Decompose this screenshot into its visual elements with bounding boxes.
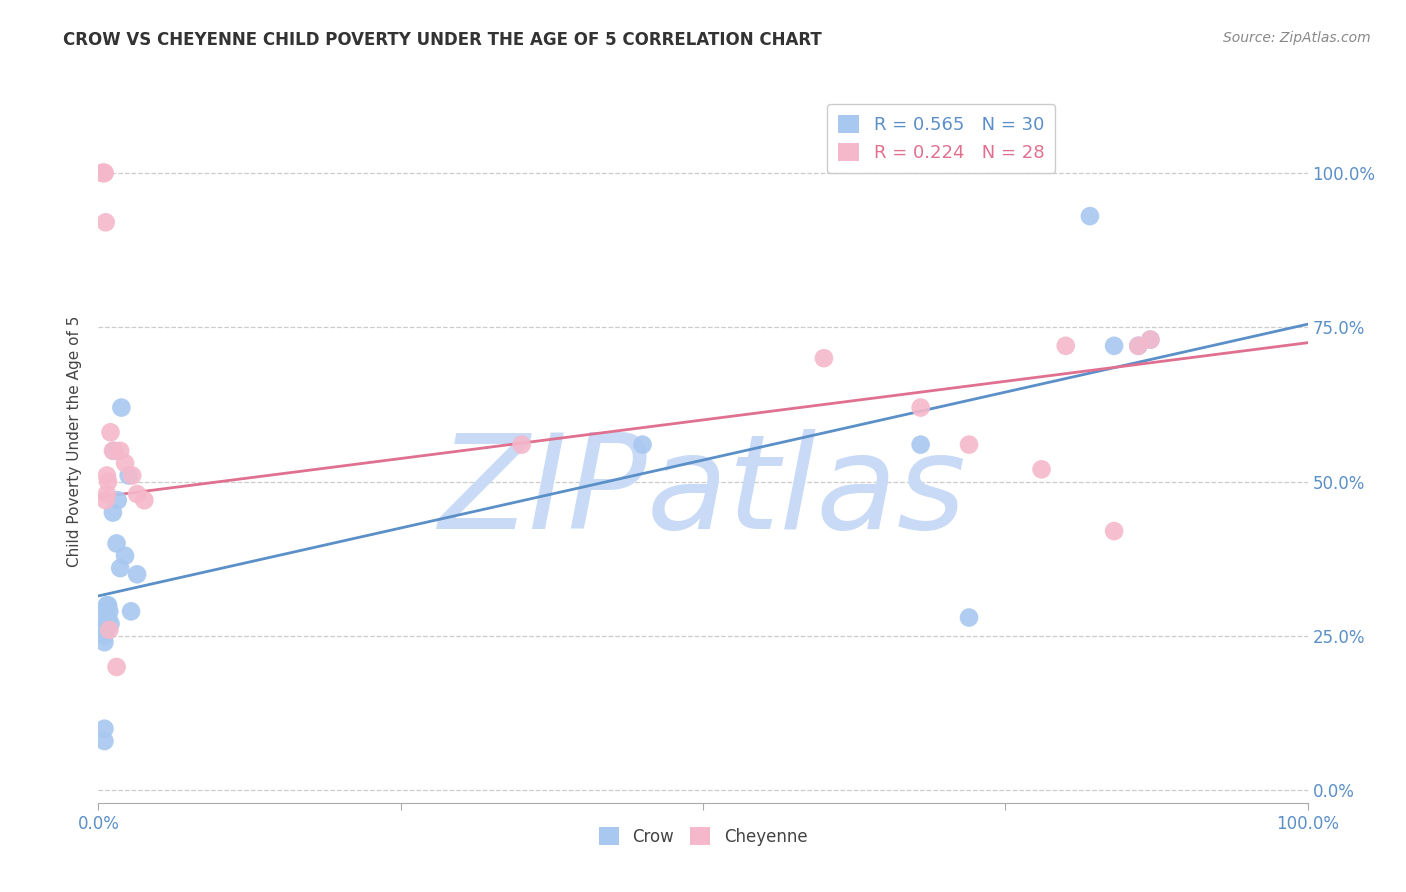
- Point: [107, 493, 129, 508]
- Point: [94, 493, 117, 508]
- Point: [114, 456, 136, 470]
- Point: [98, 604, 121, 618]
- Point: [96, 468, 118, 483]
- Point: [108, 561, 131, 575]
- Point: [1054, 339, 1077, 353]
- Point: [121, 468, 143, 483]
- Point: [957, 610, 980, 624]
- Point: [510, 437, 533, 451]
- Point: [813, 351, 835, 366]
- Point: [631, 437, 654, 451]
- Point: [100, 425, 122, 440]
- Point: [120, 604, 142, 618]
- Point: [1139, 333, 1161, 347]
- Point: [1031, 462, 1053, 476]
- Point: [93, 166, 115, 180]
- Point: [1102, 524, 1125, 538]
- Point: [134, 493, 156, 508]
- Point: [127, 487, 149, 501]
- Point: [93, 722, 115, 736]
- Point: [103, 443, 125, 458]
- Point: [1139, 333, 1161, 347]
- Point: [910, 401, 932, 415]
- Point: [1102, 339, 1125, 353]
- Point: [93, 629, 115, 643]
- Point: [93, 166, 115, 180]
- Point: [105, 536, 128, 550]
- Text: CROW VS CHEYENNE CHILD POVERTY UNDER THE AGE OF 5 CORRELATION CHART: CROW VS CHEYENNE CHILD POVERTY UNDER THE…: [63, 31, 823, 49]
- Point: [114, 549, 136, 563]
- Y-axis label: Child Poverty Under the Age of 5: Child Poverty Under the Age of 5: [67, 316, 83, 567]
- Point: [100, 616, 122, 631]
- Point: [1128, 339, 1150, 353]
- Point: [105, 660, 128, 674]
- Point: [957, 437, 980, 451]
- Point: [1128, 339, 1150, 353]
- Point: [1078, 209, 1101, 223]
- Point: [94, 215, 117, 229]
- Point: [97, 598, 120, 612]
- Point: [96, 598, 118, 612]
- Point: [96, 604, 118, 618]
- Point: [94, 623, 117, 637]
- Text: Source: ZipAtlas.com: Source: ZipAtlas.com: [1223, 31, 1371, 45]
- Legend: Crow, Cheyenne: Crow, Cheyenne: [592, 821, 814, 852]
- Point: [101, 506, 124, 520]
- Point: [98, 623, 121, 637]
- Point: [910, 437, 932, 451]
- Point: [91, 166, 114, 180]
- Point: [91, 166, 114, 180]
- Point: [97, 475, 120, 489]
- Text: ZIPatlas: ZIPatlas: [439, 429, 967, 556]
- Point: [91, 166, 114, 180]
- Point: [93, 635, 115, 649]
- Point: [110, 401, 132, 415]
- Point: [96, 616, 118, 631]
- Point: [96, 487, 118, 501]
- Point: [94, 610, 117, 624]
- Point: [97, 610, 120, 624]
- Point: [108, 443, 131, 458]
- Point: [118, 468, 141, 483]
- Point: [101, 443, 124, 458]
- Point: [127, 567, 149, 582]
- Point: [93, 734, 115, 748]
